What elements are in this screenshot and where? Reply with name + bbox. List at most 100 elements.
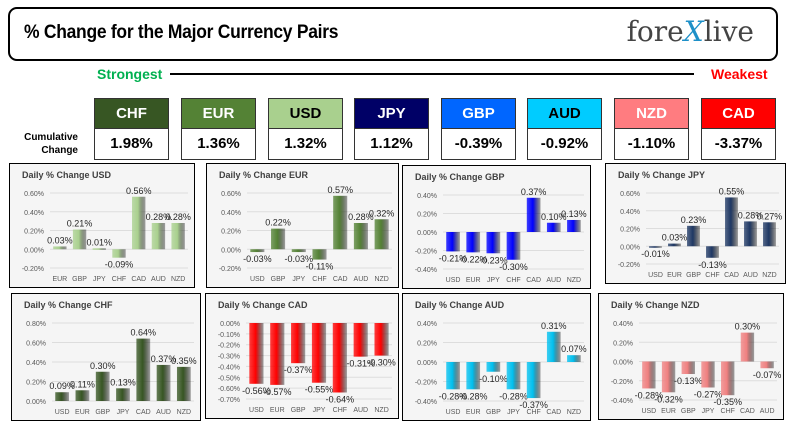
x-tick-label: CHF xyxy=(112,276,126,283)
x-tick-label: USD xyxy=(446,409,461,416)
data-label: -0.28% xyxy=(459,391,488,401)
y-tick-label: 0.40% xyxy=(24,210,44,217)
bar-chf xyxy=(506,232,521,260)
bar-usd xyxy=(55,392,70,401)
weakest-label: Weakest xyxy=(711,66,768,82)
y-tick-label: -0.20% xyxy=(219,266,241,273)
y-tick-label: 0.20% xyxy=(24,229,44,236)
x-tick-label: AUD xyxy=(354,276,369,283)
currency-name: EUR xyxy=(182,99,255,129)
y-tick-label: 0.00% xyxy=(26,399,46,406)
y-tick-label: 0.00% xyxy=(220,321,240,328)
data-label: -0.28% xyxy=(499,391,528,401)
bar-cad xyxy=(546,331,561,362)
data-label: 0.23% xyxy=(681,215,707,225)
data-label: -0.31% xyxy=(346,359,375,369)
y-tick-label: 0.20% xyxy=(417,341,437,348)
x-tick-label: GBP xyxy=(486,409,501,416)
x-tick-label: EUR xyxy=(661,408,676,415)
bar-nzd xyxy=(374,219,389,250)
y-tick-label: 0.00% xyxy=(24,247,44,254)
bar-cad xyxy=(136,338,151,401)
data-label: -0.21% xyxy=(439,253,468,263)
x-tick-label: CHF xyxy=(721,408,735,415)
data-label: 0.28% xyxy=(165,212,191,222)
chart-title: Daily % Change JPY xyxy=(618,170,705,180)
data-label: 0.28% xyxy=(348,212,374,222)
data-label: 0.07% xyxy=(561,344,587,354)
chart-chf: Daily % Change CHF 0.80% 0.60% 0.40% 0.20% 0.… xyxy=(11,293,201,421)
x-tick-label: GBP xyxy=(681,408,696,415)
currency-box-aud: AUD -0.92% xyxy=(527,98,602,160)
x-tick-label: NZD xyxy=(374,407,388,414)
currency-cumulative-value: 1.36% xyxy=(182,129,255,159)
chart-title: Daily % Change EUR xyxy=(219,170,309,180)
y-tick-label: 0.40% xyxy=(613,321,633,328)
bar-jpy xyxy=(311,323,327,383)
header-banner: % Change for the Major Currency Pairs fo… xyxy=(8,7,778,61)
data-label: 0.28% xyxy=(738,210,764,220)
y-tick-label: 0.40% xyxy=(417,193,437,200)
currency-cumulative-value: 1.12% xyxy=(355,129,428,159)
bar-cad xyxy=(725,197,738,247)
y-tick-label: 0.40% xyxy=(620,209,640,216)
bar-aud xyxy=(353,223,368,250)
y-tick-label: 0.40% xyxy=(417,321,437,328)
bar-jpy xyxy=(116,388,130,401)
bar-usd xyxy=(446,362,460,390)
currency-cumulative-value: -0.92% xyxy=(528,129,601,159)
y-tick-label: 0.40% xyxy=(26,360,46,367)
data-label: 0.11% xyxy=(70,379,95,389)
y-tick-label: -0.10% xyxy=(218,332,240,339)
x-tick-label: JPY xyxy=(313,407,326,414)
data-label: -0.32% xyxy=(654,394,683,404)
cumulative-label-line1: Cumulative xyxy=(24,132,78,143)
bar-aud xyxy=(760,361,774,369)
bar-usd xyxy=(249,323,264,384)
bar-usd xyxy=(642,361,656,389)
bar-aud xyxy=(546,222,561,232)
x-tick-label: JPY xyxy=(93,276,106,283)
y-tick-label: -0.40% xyxy=(611,398,633,405)
data-label: 0.32% xyxy=(369,208,395,218)
bar-eur xyxy=(466,232,481,253)
currency-box-nzd: NZD -1.10% xyxy=(614,98,689,160)
x-tick-label: EUR xyxy=(270,407,285,414)
data-label: 0.01% xyxy=(87,237,113,247)
data-label: -0.03% xyxy=(243,254,272,264)
chart-title: Daily % Change CHF xyxy=(24,300,113,310)
data-label: 0.03% xyxy=(662,233,688,243)
bar-jpy xyxy=(291,249,306,253)
x-tick-label: CAD xyxy=(136,409,151,416)
x-tick-label: GBP xyxy=(95,409,110,416)
y-tick-label: 0.80% xyxy=(26,321,46,328)
y-tick-label: -0.60% xyxy=(218,386,240,393)
currency-name: USD xyxy=(269,99,342,129)
currency-name: AUD xyxy=(528,99,601,129)
currency-cumulative-value: 1.98% xyxy=(95,129,168,159)
x-tick-label: AUD xyxy=(760,408,775,415)
y-tick-label: -0.20% xyxy=(415,380,437,387)
currency-name: CAD xyxy=(702,99,775,129)
data-label: 0.64% xyxy=(131,328,157,338)
y-tick-label: -0.20% xyxy=(611,379,633,386)
y-tick-label: 0.60% xyxy=(24,191,44,198)
bar-eur xyxy=(270,323,285,385)
bar-gbp xyxy=(95,371,110,401)
x-tick-label: AUD xyxy=(743,272,758,279)
data-label: -0.30% xyxy=(367,358,396,368)
x-tick-label: GBP xyxy=(72,276,87,283)
chart-title: Daily % Change USD xyxy=(22,170,112,180)
x-tick-label: USD xyxy=(641,408,656,415)
data-label: 0.37% xyxy=(521,187,547,197)
y-tick-label: 0.00% xyxy=(221,247,241,254)
chart-eur: Daily % Change EUR 0.60% 0.40% 0.20% 0.00% -0… xyxy=(206,163,399,288)
x-tick-label: JPY xyxy=(292,276,305,283)
bar-chf xyxy=(312,249,327,260)
x-tick-label: AUD xyxy=(151,276,166,283)
x-tick-label: CAD xyxy=(131,276,146,283)
data-label: -0.01% xyxy=(641,249,670,259)
x-tick-label: USD xyxy=(249,407,264,414)
forexlive-logo: foreXlive xyxy=(626,15,754,48)
y-tick-label: 0.20% xyxy=(26,380,46,387)
